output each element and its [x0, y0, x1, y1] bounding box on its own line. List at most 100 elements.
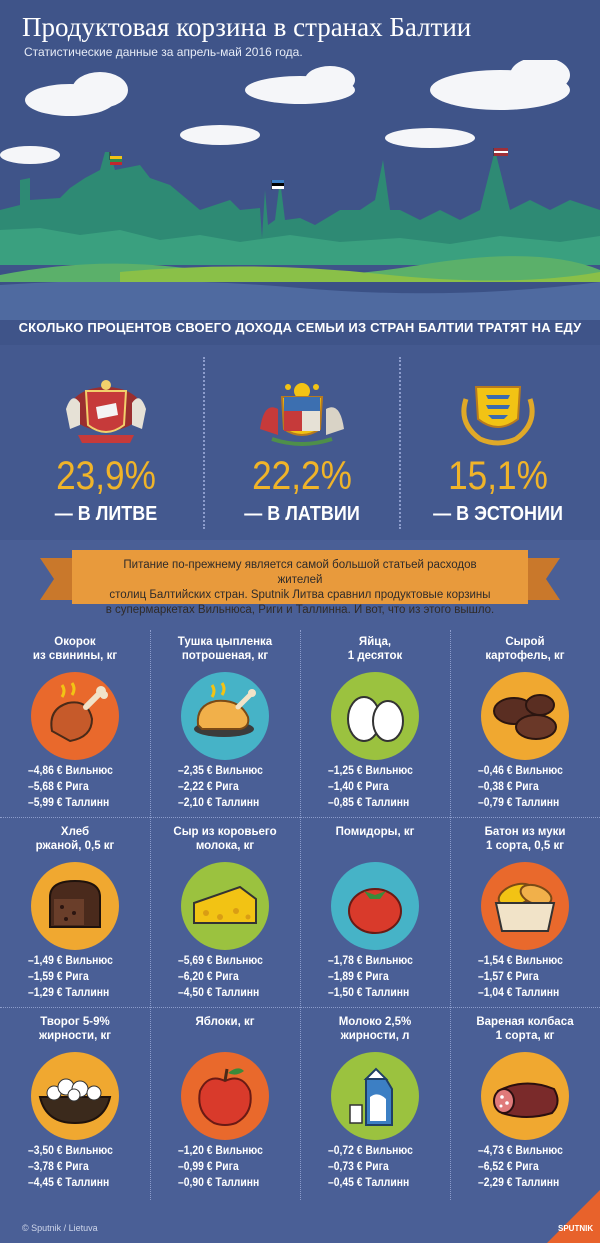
- latvia-percent: 22,2%: [252, 454, 352, 498]
- price-vilnius: –4,73 € Вильнюс: [478, 1145, 563, 1157]
- product-title: Окорок из свинины, кг: [5, 635, 145, 663]
- product-card-ham: Окорок из свинины, кг –4,86 € Вильнюс –5,…: [0, 625, 150, 815]
- lithuania-label: — В ЛИТВЕ: [54, 503, 158, 525]
- grid-divider: [300, 630, 301, 1200]
- price-list: –1,54 € Вильнюс –1,57 € Рига –1,04 € Тал…: [478, 953, 598, 1001]
- price-tallinn: –0,79 € Таллинн: [478, 797, 560, 809]
- price-list: –3,50 € Вильнюс –3,78 € Рига –4,45 € Тал…: [28, 1143, 148, 1191]
- product-card-eggs: Яйца, 1 десяток –1,25 € Вильнюс –1,40 € Р…: [300, 625, 450, 815]
- price-list: –5,69 € Вильнюс –6,20 € Рига –4,50 € Тал…: [178, 953, 298, 1001]
- sputnik-logo-icon: [547, 1190, 600, 1243]
- price-tallinn: –0,45 € Таллинн: [328, 1177, 410, 1189]
- potatoes-icon: [481, 672, 569, 760]
- sausage-icon: [481, 1052, 569, 1140]
- price-list: –2,35 € Вильнюс –2,22 € Рига –2,10 € Тал…: [178, 763, 298, 811]
- price-tallinn: –2,10 € Таллинн: [178, 797, 260, 809]
- page-subtitle: Статистические данные за апрель-май 2016…: [24, 45, 303, 59]
- product-card-potatoes: Сырой картофель, кг –0,46 € Вильнюс –0,38…: [450, 625, 600, 815]
- price-vilnius: –1,49 € Вильнюс: [28, 955, 113, 967]
- summary-ribbon: Питание по-прежнему является самой больш…: [40, 548, 560, 616]
- price-tallinn: –1,04 € Таллинн: [478, 987, 560, 999]
- product-title: Батон из муки 1 сорта, 0,5 кг: [455, 825, 595, 853]
- price-tallinn: –4,45 € Таллинн: [28, 1177, 110, 1189]
- price-vilnius: –0,72 € Вильнюс: [328, 1145, 413, 1157]
- product-title-line: Сырой: [505, 636, 545, 648]
- estonia-label: — В ЭСТОНИИ: [433, 503, 563, 525]
- product-card-milk: Молоко 2,5% жирности, л –0,72 € Вильнюс –…: [300, 1005, 450, 1195]
- price-vilnius: –0,46 € Вильнюс: [478, 765, 563, 777]
- income-question-heading: СКОЛЬКО ПРОЦЕНТОВ СВОЕГО ДОХОДА СЕМЬИ ИЗ…: [18, 320, 582, 335]
- apple-icon: [181, 1052, 269, 1140]
- price-riga: –2,22 € Рига: [178, 781, 239, 793]
- product-title: Молоко 2,5% жирности, л: [305, 1015, 445, 1043]
- divider: [399, 357, 401, 529]
- product-title-line: 1 сорта, кг: [495, 1030, 555, 1042]
- country-latvia: 22,2% — В ЛАТВИИ: [204, 357, 400, 532]
- product-title-line: Хлеб: [60, 826, 90, 838]
- bread-basket-icon: [481, 862, 569, 950]
- price-list: –1,20 € Вильнюс –0,99 € Рига –0,90 € Тал…: [178, 1143, 298, 1191]
- estonia-coat-of-arms-icon: [461, 386, 535, 446]
- product-title: Сырой картофель, кг: [455, 635, 595, 663]
- product-title-line: картофель, кг: [485, 650, 565, 662]
- product-title-line: Яблоки, кг: [195, 1016, 255, 1028]
- product-title: Яблоки, кг: [155, 1015, 295, 1029]
- product-card-cheese: Сыр из коровьего молока, кг –5,69 € Вильн…: [150, 815, 300, 1005]
- product-title-line: Молоко 2,5%: [338, 1016, 412, 1028]
- price-vilnius: –1,78 € Вильнюс: [328, 955, 413, 967]
- product-card-white-bread: Батон из муки 1 сорта, 0,5 кг –1,54 € Вил…: [450, 815, 600, 1005]
- chicken-icon: [181, 672, 269, 760]
- rye-bread-icon: [31, 862, 119, 950]
- product-title-line: Вареная колбаса: [476, 1016, 574, 1028]
- estonia-percent: 15,1%: [448, 454, 548, 498]
- header: Продуктовая корзина в странах Балтии Ста…: [0, 0, 600, 345]
- product-card-cottage-cheese: Творог 5-9% жирности, кг –3,50 € Вильнюс …: [0, 1005, 150, 1195]
- ribbon-shape: [40, 550, 560, 604]
- price-riga: –5,68 € Рига: [28, 781, 89, 793]
- grid-divider: [150, 630, 151, 1200]
- product-title-line: потрошеная, кг: [181, 650, 269, 662]
- product-title: Тушка цыпленка потрошеная, кг: [155, 635, 295, 663]
- product-title-line: ржаной, 0,5 кг: [35, 840, 115, 852]
- footer-credit: © Sputnik / Lietuva: [22, 1223, 98, 1233]
- price-vilnius: –2,35 € Вильнюс: [178, 765, 263, 777]
- price-tallinn: –1,29 € Таллинн: [28, 987, 110, 999]
- product-title: Хлеб ржаной, 0,5 кг: [5, 825, 145, 853]
- price-list: –4,86 € Вильнюс –5,68 € Рига –5,99 € Тал…: [28, 763, 148, 811]
- price-riga: –0,99 € Рига: [178, 1161, 239, 1173]
- price-tallinn: –1,50 € Таллинн: [328, 987, 410, 999]
- product-title-line: молока, кг: [195, 840, 255, 852]
- baltic-skyline-illustration: [0, 60, 600, 320]
- lithuania-coat-of-arms-icon: [66, 380, 146, 443]
- product-title-line: 1 сорта, 0,5 кг: [485, 840, 565, 852]
- price-vilnius: –3,50 € Вильнюс: [28, 1145, 113, 1157]
- lithuania-percent: 23,9%: [56, 454, 156, 498]
- latvia-label: — В ЛАТВИИ: [244, 503, 360, 525]
- product-title-line: Помидоры, кг: [335, 826, 415, 838]
- price-tallinn: –5,99 € Таллинн: [28, 797, 110, 809]
- price-vilnius: –1,20 € Вильнюс: [178, 1145, 263, 1157]
- price-vilnius: –1,25 € Вильнюс: [328, 765, 413, 777]
- product-title-line: Тушка цыпленка: [177, 636, 273, 648]
- price-riga: –6,20 € Рига: [178, 971, 239, 983]
- cheese-icon: [181, 862, 269, 950]
- price-riga: –3,78 € Рига: [28, 1161, 89, 1173]
- product-title-line: из свинины, кг: [32, 650, 118, 662]
- product-title-line: Сыр из коровьего: [173, 826, 277, 838]
- price-tallinn: –0,90 € Таллинн: [178, 1177, 260, 1189]
- price-tallinn: –0,85 € Таллинн: [328, 797, 410, 809]
- price-list: –1,25 € Вильнюс –1,40 € Рига –0,85 € Тал…: [328, 763, 448, 811]
- product-title-line: жирности, кг: [38, 1030, 112, 1042]
- price-riga: –0,73 € Рига: [328, 1161, 389, 1173]
- price-list: –4,73 € Вильнюс –6,52 € Рига –2,29 € Тал…: [478, 1143, 598, 1191]
- price-riga: –1,40 € Рига: [328, 781, 389, 793]
- price-list: –1,49 € Вильнюс –1,59 € Рига –1,29 € Тал…: [28, 953, 148, 1001]
- product-card-rye-bread: Хлеб ржаной, 0,5 кг –1,49 € Вильнюс –1,59…: [0, 815, 150, 1005]
- product-title: Вареная колбаса 1 сорта, кг: [455, 1015, 595, 1043]
- summary-text: Питание по-прежнему является самой больш…: [100, 558, 500, 618]
- product-title-line: Творог 5-9%: [40, 1016, 110, 1028]
- product-title-line: жирности, л: [340, 1030, 410, 1042]
- divider: [203, 357, 205, 529]
- ham-icon: [31, 672, 119, 760]
